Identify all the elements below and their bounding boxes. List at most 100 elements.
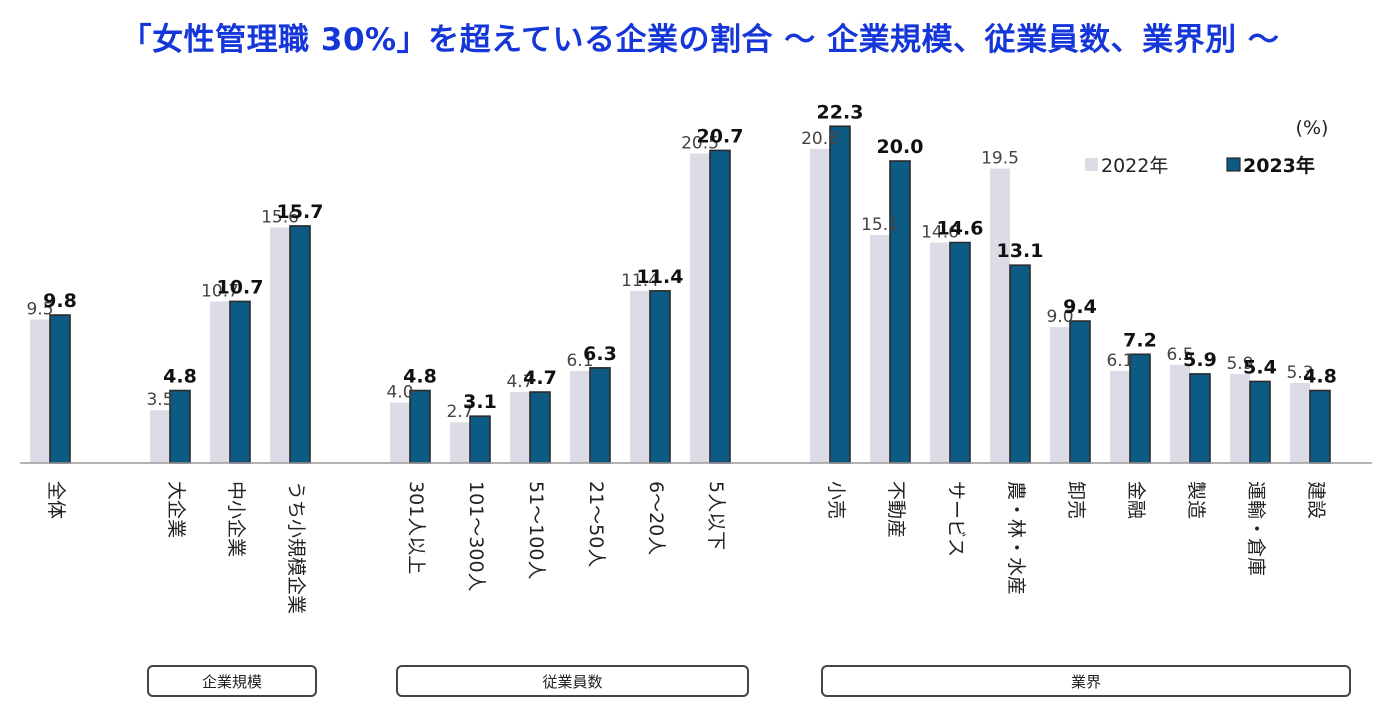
data-label-2023: 5.9 — [1183, 349, 1217, 371]
unit-label: (%) — [1296, 117, 1329, 139]
data-label-2023: 4.8 — [1303, 366, 1337, 388]
data-label-2022: 10.7 — [201, 281, 239, 301]
legend-swatch-2022 — [1085, 158, 1098, 171]
data-label-2023: 4.7 — [523, 367, 557, 389]
tick-labels: 全体 大企業 中小企業 うち小規模企業 301人以上 101～300人 51～100人 21～… — [45, 481, 1327, 614]
legend-swatch-2023 — [1226, 157, 1241, 172]
data-label-2023: 6.3 — [583, 343, 617, 365]
data-label-2022: 3.5 — [146, 390, 173, 410]
bar-2023 — [949, 241, 971, 464]
data-label-2022: 15.6 — [261, 207, 299, 227]
x-tick-label: サービス — [945, 481, 967, 557]
bar-2022 — [1170, 364, 1190, 463]
bar-2022 — [30, 319, 50, 463]
bars-layer — [30, 125, 1331, 464]
bar-2023 — [289, 225, 311, 464]
x-tick-label: 21～50人 — [585, 481, 607, 567]
bar-2022 — [1050, 327, 1070, 463]
data-label-2022: 6.5 — [1166, 345, 1193, 365]
bar-2023 — [529, 391, 551, 464]
bar-2022 — [630, 290, 650, 463]
data-label-2023: 4.8 — [403, 366, 437, 388]
x-tick-label: 小売 — [825, 481, 847, 519]
bar-2023 — [589, 367, 611, 464]
x-tick-label: 建設 — [1305, 481, 1327, 519]
x-tick-label: 6～20人 — [645, 481, 667, 555]
legend-label-2022: 2022年 — [1101, 155, 1168, 177]
bar-2023 — [1309, 389, 1331, 464]
data-label-2023: 3.1 — [463, 391, 497, 413]
data-label-2023: 22.3 — [817, 101, 864, 123]
labels-layer: 9.59.83.54.810.710.715.615.74.04.82.73.1… — [26, 101, 1336, 422]
x-tick-label: 全体 — [45, 481, 67, 519]
x-tick-label: 製造 — [1185, 481, 1207, 519]
bar-2022 — [150, 410, 170, 463]
data-label-2023: 20.0 — [877, 136, 924, 158]
x-tick-label: 卸売 — [1065, 481, 1087, 519]
data-label-2023: 5.4 — [1243, 356, 1277, 378]
bar-2023 — [829, 125, 851, 464]
data-label-2022: 20.5 — [681, 133, 719, 153]
legend: 2022年 2023年 — [1085, 154, 1315, 177]
data-label-2022: 15.1 — [861, 215, 899, 235]
data-label-2022: 2.7 — [446, 402, 473, 422]
x-tick-label: 301人以上 — [405, 481, 427, 574]
bar-2022 — [990, 168, 1010, 464]
category-groups: 企業規模 従業員数 業界 — [147, 665, 1351, 697]
data-label-2022: 9.0 — [1046, 307, 1073, 327]
x-tick-label: 51～100人 — [525, 481, 547, 579]
data-label-2022: 5.9 — [1226, 354, 1253, 374]
group-box — [821, 665, 1351, 697]
x-tick-label: 中小企業 — [225, 481, 247, 557]
bar-2023 — [889, 160, 911, 464]
bar-2023 — [469, 415, 491, 464]
data-label-2023: 4.8 — [163, 366, 197, 388]
data-label-2023: 7.2 — [1123, 329, 1157, 351]
bar-2023 — [1249, 380, 1271, 464]
group-label: 従業員数 — [542, 673, 602, 691]
data-label-2023: 20.7 — [697, 125, 744, 147]
bar-2023 — [229, 300, 251, 464]
bar-2023 — [1009, 264, 1031, 464]
group-box — [396, 665, 749, 697]
data-label-2022: 4.7 — [506, 372, 533, 392]
x-tick-label: 5人以下 — [705, 481, 727, 550]
data-label-2022: 6.1 — [1106, 351, 1133, 371]
bar-2023 — [649, 290, 671, 464]
bar-2023 — [1189, 373, 1211, 464]
data-label-2022: 11.4 — [621, 271, 659, 291]
bar-2022 — [930, 242, 950, 463]
data-label-2023: 9.4 — [1063, 296, 1097, 318]
data-label-2022: 20.8 — [801, 129, 839, 149]
legend-label-2023: 2023年 — [1243, 154, 1315, 177]
bar-2022 — [450, 422, 470, 463]
data-label-2022: 5.3 — [1286, 363, 1313, 383]
data-label-2023: 14.6 — [937, 218, 984, 240]
bar-2023 — [49, 314, 71, 464]
bar-2022 — [870, 234, 890, 463]
x-tick-label: 不動産 — [885, 481, 907, 538]
bar-2022 — [270, 227, 290, 463]
data-label-2022: 6.1 — [566, 351, 593, 371]
group-label: 業界 — [1071, 673, 1101, 691]
data-label-2023: 13.1 — [997, 240, 1044, 262]
x-tick-label: 運輸・倉庫 — [1245, 481, 1267, 576]
data-label-2022: 4.0 — [386, 383, 413, 403]
data-label-2023: 10.7 — [217, 276, 264, 298]
bar-2022 — [1290, 382, 1310, 463]
data-label-2023: 15.7 — [277, 201, 324, 223]
bar-2022 — [210, 301, 230, 463]
x-tick-label: 大企業 — [165, 481, 187, 538]
bar-2023 — [1069, 320, 1091, 464]
bar-2022 — [510, 392, 530, 463]
data-label-2022: 19.5 — [981, 149, 1019, 169]
group-label: 企業規模 — [202, 673, 262, 691]
x-tick-label: 農・林・水産 — [1005, 481, 1027, 595]
bar-2023 — [709, 149, 731, 464]
data-label-2023: 9.8 — [43, 290, 77, 312]
bar-2022 — [1110, 370, 1130, 463]
x-tick-label: 101～300人 — [465, 481, 487, 592]
data-label-2022: 9.5 — [26, 300, 53, 320]
data-label-2022: 14.6 — [921, 223, 959, 243]
